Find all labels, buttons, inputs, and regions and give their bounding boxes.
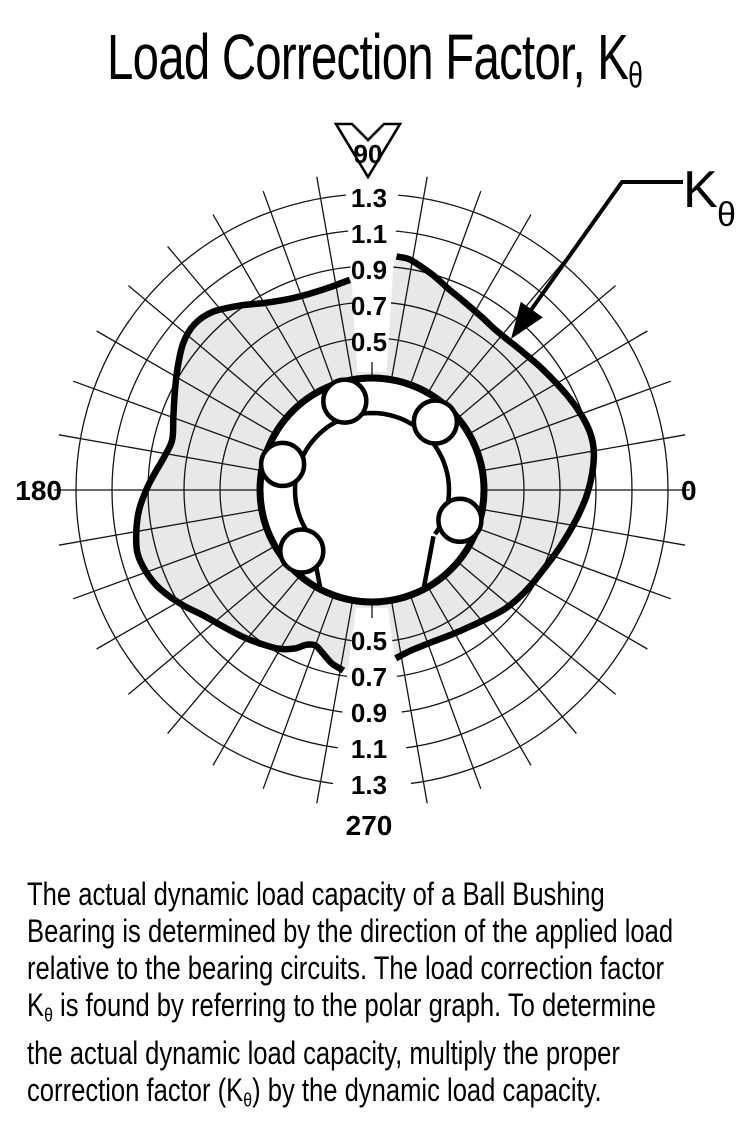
grid-spoke-190deg bbox=[58, 507, 269, 546]
grid-spoke-120deg bbox=[212, 214, 321, 400]
title-subscript: θ bbox=[628, 55, 644, 96]
k-theta-leader-line bbox=[529, 180, 683, 312]
bottom-label-band-mask bbox=[327, 608, 417, 830]
grid-spoke-330deg bbox=[462, 541, 648, 650]
grid-spoke-350deg bbox=[475, 507, 686, 546]
radial-tick-label-top-0.5: 0.5 bbox=[351, 327, 387, 357]
grid-spoke-80deg bbox=[389, 176, 428, 387]
grid-spoke-60deg bbox=[423, 214, 532, 400]
grid-spoke-250deg bbox=[262, 588, 337, 790]
k-theta-curve-segment-2 bbox=[394, 253, 598, 662]
grid-spoke-140deg bbox=[127, 285, 293, 423]
grid-spoke-40deg bbox=[451, 285, 617, 423]
grid-spoke-230deg bbox=[167, 569, 305, 735]
k-theta-callout-subscript: θ bbox=[717, 196, 736, 234]
grid-spoke-150deg bbox=[96, 330, 282, 439]
radial-tick-label-bottom-0.5: 0.5 bbox=[351, 626, 387, 656]
bearing-ball-221deg bbox=[278, 527, 326, 575]
radial-tick-label-top-0.7: 0.7 bbox=[351, 291, 387, 321]
grid-spoke-50deg bbox=[439, 245, 577, 411]
description-paragraph: The actual dynamic load capacity of a Ba… bbox=[27, 876, 731, 1119]
k-theta-arrowhead-icon bbox=[511, 301, 543, 339]
grid-spoke-300deg bbox=[423, 580, 532, 766]
figure-title: Load Correction Factor, Kθ bbox=[0, 20, 750, 97]
grid-spoke-240deg bbox=[212, 580, 321, 766]
radial-tick-label-bottom-1.3: 1.3 bbox=[351, 770, 387, 800]
bearing-ball-107deg bbox=[321, 377, 369, 425]
radial-tick-label-top-1.3: 1.3 bbox=[351, 183, 387, 213]
grid-spoke-110deg bbox=[262, 190, 337, 392]
grid-spoke-200deg bbox=[72, 525, 274, 600]
paragraph-line: relative to the bearing circuits. The lo… bbox=[27, 950, 664, 986]
radial-tick-label-top-0.9: 0.9 bbox=[351, 255, 387, 285]
angle-label-90: 90 bbox=[354, 139, 383, 169]
grid-spoke-310deg bbox=[439, 569, 577, 735]
paragraph-line: Kθ is found by referring to the polar gr… bbox=[27, 987, 656, 1027]
polar-chart: 0.5 0.5 0.7 0.7 0.9 0.9 1.1 1.1 1.3 1.3 0 180 270 90 K… bbox=[15, 122, 736, 841]
grid-spoke-10deg bbox=[475, 434, 686, 473]
paragraph-line: The actual dynamic load capacity of a Ba… bbox=[27, 876, 605, 912]
grid-spoke-340deg bbox=[470, 525, 672, 600]
grid-spoke-130deg bbox=[167, 245, 305, 411]
paragraph-line: correction factor (Kθ) by the dynamic lo… bbox=[27, 1071, 602, 1112]
paragraph-line: Bearing is determined by the direction o… bbox=[27, 913, 674, 949]
bearing-ball-164deg bbox=[258, 440, 307, 489]
grid-spoke-210deg bbox=[96, 541, 282, 650]
figure-title-text: Load Correction Factor, Kθ bbox=[107, 20, 644, 97]
bearing-slot-edge-right bbox=[421, 535, 436, 592]
k-theta-callout-label: K bbox=[683, 161, 718, 219]
angle-label-180: 180 bbox=[15, 475, 62, 506]
radial-tick-label-bottom-0.9: 0.9 bbox=[351, 698, 387, 728]
top-label-band-mask bbox=[343, 152, 401, 372]
grid-spoke-260deg bbox=[316, 593, 355, 804]
paragraph-line: the actual dynamic load capacity, multip… bbox=[27, 1034, 620, 1071]
radial-tick-label-bottom-1.1: 1.1 bbox=[351, 734, 387, 764]
angle-label-270: 270 bbox=[346, 810, 393, 841]
radial-tick-label-top-1.1: 1.1 bbox=[351, 219, 387, 249]
grid-spoke-320deg bbox=[451, 557, 617, 695]
grid-spoke-220deg bbox=[127, 557, 293, 695]
angle-grid-spokes bbox=[54, 176, 690, 804]
grid-spoke-20deg bbox=[470, 380, 672, 455]
grid-spoke-290deg bbox=[407, 588, 482, 790]
radial-tick-label-bottom-0.7: 0.7 bbox=[351, 662, 387, 692]
grid-spoke-280deg bbox=[389, 593, 428, 804]
down-arrow-90-icon bbox=[333, 122, 403, 180]
bearing-ball-47deg bbox=[411, 398, 460, 446]
grid-spoke-100deg bbox=[316, 176, 355, 387]
k-theta-shaded-region bbox=[136, 255, 594, 671]
k-theta-curve-segment-1 bbox=[132, 276, 352, 674]
bearing-ball-341deg bbox=[436, 496, 484, 545]
grid-spoke-70deg bbox=[407, 190, 482, 392]
angle-label-0: 0 bbox=[681, 475, 697, 506]
title-main: Load Correction Factor, K bbox=[107, 21, 629, 93]
